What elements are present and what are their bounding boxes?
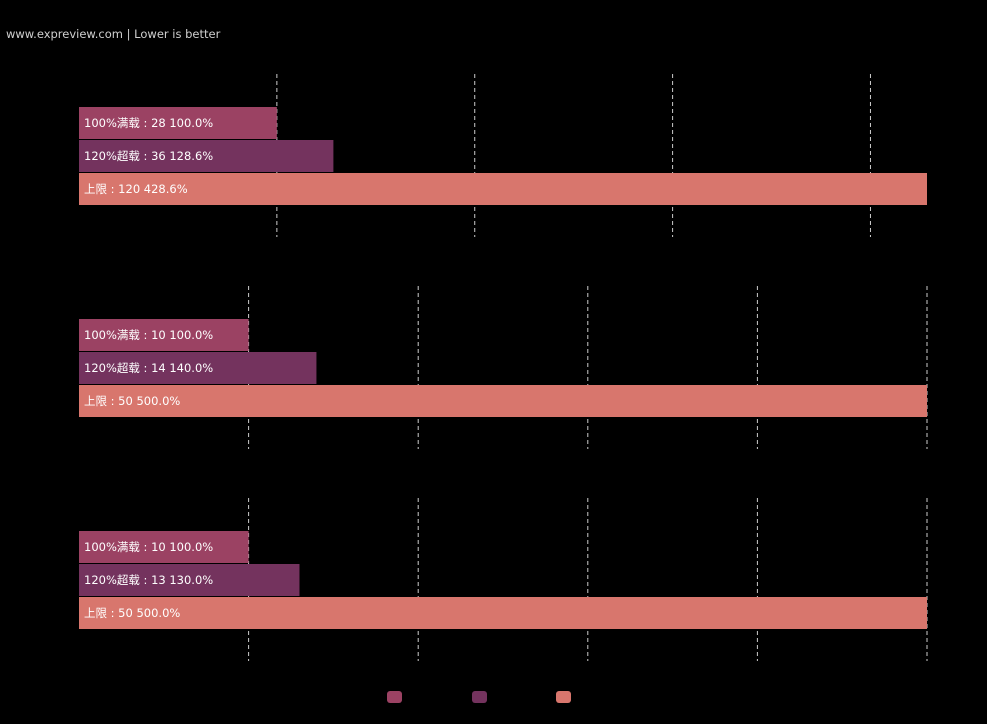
bar-g1-3 [79,173,927,205]
bar-g1-2 [79,140,334,172]
bar-label-g2-1: 100%满载 : 10 100.0% [84,328,213,342]
bar-label-g3-2: 120%超载 : 13 130.0% [84,573,213,587]
bar-label-g2-3: 上限 : 50 500.0% [84,394,180,408]
bar-g3-1 [79,531,249,563]
bar-g2-1 [79,319,249,351]
bar-label-g1-1: 100%满载 : 28 100.0% [84,116,213,130]
grid-group-3 [248,498,928,661]
bar-g2-2 [79,352,317,384]
grid-group-2 [248,286,928,449]
bar-label-g1-2: 120%超载 : 36 128.6% [84,149,213,163]
legend-swatch-2[interactable] [472,691,487,703]
bar-label-g3-3: 上限 : 50 500.0% [84,606,180,620]
bar-g3-2 [79,564,300,596]
bar-g3-3 [79,597,927,629]
bar-label-g2-2: 120%超载 : 14 140.0% [84,361,213,375]
chart-subtitle: www.expreview.com | Lower is better [6,27,221,41]
legend-swatch-1[interactable] [387,691,402,703]
legend-swatch-3[interactable] [556,691,571,703]
grid-group-1 [276,74,871,237]
bar-g1-1 [79,107,277,139]
bar-g2-3 [79,385,927,417]
bar-label-g1-3: 上限 : 120 428.6% [84,182,188,196]
bar-label-g3-1: 100%满载 : 10 100.0% [84,540,213,554]
